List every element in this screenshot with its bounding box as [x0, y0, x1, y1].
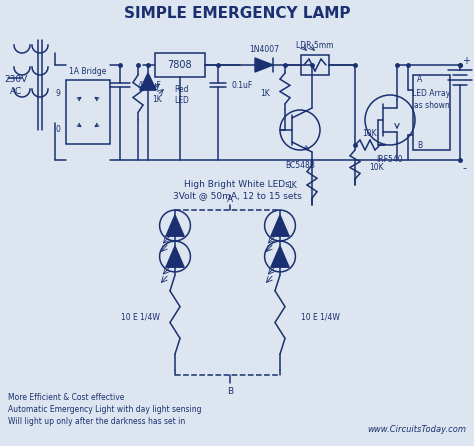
Text: 10 E 1/4W: 10 E 1/4W	[301, 313, 339, 322]
Text: AC: AC	[10, 87, 22, 96]
Text: Automatic Emergency Light with day light sensing: Automatic Emergency Light with day light…	[8, 405, 201, 413]
Text: 9: 9	[55, 90, 61, 99]
Text: 470uF: 470uF	[138, 80, 162, 90]
Text: 0.1uF: 0.1uF	[232, 80, 253, 90]
Bar	[155, 53, 205, 77]
Polygon shape	[255, 58, 273, 72]
Text: LED Array: LED Array	[412, 88, 451, 98]
Polygon shape	[271, 246, 289, 267]
Text: Red
LED: Red LED	[174, 85, 189, 105]
Text: -: -	[462, 163, 466, 173]
Text: SIMPLE EMERGENCY LAMP: SIMPLE EMERGENCY LAMP	[124, 5, 350, 21]
Text: BC548B: BC548B	[285, 161, 315, 169]
Polygon shape	[166, 246, 184, 267]
Text: 1K: 1K	[287, 181, 297, 190]
Text: 0: 0	[55, 125, 61, 135]
Text: 10 E 1/4W: 10 E 1/4W	[120, 313, 159, 322]
Text: 10K: 10K	[369, 162, 383, 172]
Text: 1N4007: 1N4007	[249, 45, 279, 54]
Text: Will light up only after the darkness has set in: Will light up only after the darkness ha…	[8, 417, 185, 425]
Text: B: B	[417, 140, 422, 149]
Text: IRF540: IRF540	[377, 156, 403, 165]
Text: LDR 5mm: LDR 5mm	[296, 41, 334, 50]
Text: A: A	[417, 75, 422, 84]
Text: 10K: 10K	[363, 128, 377, 137]
Text: 7808: 7808	[168, 60, 192, 70]
Bar	[66, 80, 110, 144]
Polygon shape	[271, 215, 289, 236]
Text: More Efficient & Cost effective: More Efficient & Cost effective	[8, 392, 124, 401]
Text: +: +	[462, 56, 470, 66]
Text: 1K: 1K	[152, 95, 162, 104]
Text: 1A Bridge: 1A Bridge	[69, 67, 107, 77]
Polygon shape	[140, 73, 156, 90]
Text: 230V: 230V	[4, 75, 27, 84]
Text: B: B	[227, 387, 233, 396]
Text: as shown: as shown	[414, 100, 449, 110]
Bar	[301, 55, 329, 75]
Text: 1K: 1K	[260, 88, 270, 98]
Polygon shape	[166, 215, 184, 236]
Text: www.CircuitsToday.com: www.CircuitsToday.com	[367, 425, 466, 434]
Text: High Bright White LEDs
3Volt @ 50mA, 12 to 15 sets: High Bright White LEDs 3Volt @ 50mA, 12 …	[173, 180, 301, 200]
Bar	[413, 75, 450, 150]
Text: A: A	[227, 195, 233, 205]
